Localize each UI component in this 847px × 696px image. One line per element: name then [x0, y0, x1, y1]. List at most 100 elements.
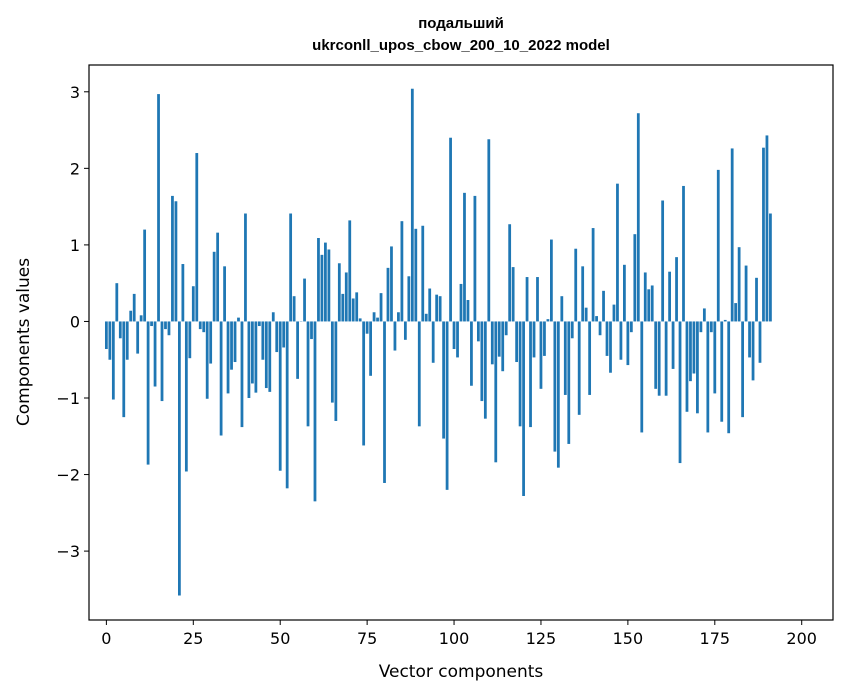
bar-66 [334, 321, 338, 421]
bar-13 [150, 321, 153, 327]
bar-136 [577, 321, 581, 415]
bar-169 [692, 321, 696, 374]
bar-189 [762, 147, 765, 322]
bar-146 [612, 304, 616, 322]
x-axis-ticks: 0 25 50 75 100 125 150 175 200 [101, 620, 817, 648]
bar-38 [237, 317, 240, 322]
bar-181 [734, 303, 738, 322]
bar-162 [668, 271, 671, 322]
bar-17 [164, 321, 167, 330]
bar-59 [310, 321, 313, 340]
bar-18 [167, 321, 171, 336]
bar-53 [289, 213, 293, 322]
bar-171 [699, 321, 703, 333]
bar-92 [424, 313, 428, 322]
bar-82 [390, 246, 393, 322]
bar-175 [713, 321, 717, 394]
bar-176 [716, 169, 720, 322]
bar-103 [463, 192, 466, 322]
bar-12 [146, 321, 150, 465]
bar-166 [682, 185, 685, 322]
y-tick-label: 3 [70, 83, 80, 102]
bar-170 [696, 321, 699, 414]
x-tick-label: 100 [439, 629, 470, 648]
bar-73 [358, 318, 362, 322]
bar-22 [181, 264, 185, 322]
bar-138 [584, 307, 588, 322]
bar-14 [153, 321, 157, 387]
bar-91 [421, 225, 425, 322]
bar-155 [643, 272, 647, 322]
chart-title-line-2: ukrconll_upos_cbow_200_10_2022 model [312, 37, 610, 54]
bar-148 [619, 321, 623, 360]
bar-183 [741, 321, 744, 418]
bar-6 [125, 321, 129, 360]
bar-24 [188, 321, 192, 359]
bar-122 [529, 321, 532, 428]
bar-40 [244, 213, 247, 322]
bar-119 [518, 321, 522, 427]
bar-123 [532, 321, 536, 358]
bar-4 [118, 321, 122, 339]
bar-70 [348, 220, 352, 322]
bar-165 [678, 321, 682, 464]
bar-37 [233, 321, 237, 363]
bar-61 [317, 238, 320, 322]
bar-172 [702, 308, 706, 322]
bar-32 [216, 232, 220, 322]
bar-177 [720, 321, 724, 422]
y-tick-label: 0 [70, 312, 80, 331]
bar-125 [539, 321, 543, 389]
bar-51 [282, 321, 286, 348]
bar-69 [344, 272, 348, 322]
bar-21 [178, 321, 181, 596]
bar-109 [483, 321, 487, 419]
bar-116 [508, 224, 512, 322]
bar-67 [337, 263, 341, 322]
bar-36 [230, 321, 233, 370]
bar-153 [636, 113, 640, 322]
bar-178 [723, 319, 727, 322]
bar-186 [751, 321, 755, 381]
bar-30 [209, 321, 213, 364]
bar-159 [657, 321, 661, 396]
bar-31 [212, 251, 216, 322]
bar-168 [689, 321, 692, 382]
bar-101 [456, 321, 459, 358]
bar-29 [205, 321, 209, 399]
bar-88 [410, 88, 414, 322]
bar-102 [459, 283, 463, 322]
bar-105 [470, 321, 473, 386]
bar-131 [560, 296, 564, 322]
bar-115 [504, 321, 508, 336]
bar-68 [341, 293, 345, 322]
bar-44 [257, 321, 261, 327]
bar-150 [626, 321, 630, 366]
chart-title-line-1: подальший [418, 15, 504, 32]
x-tick-label: 150 [613, 629, 644, 648]
bar-41 [247, 321, 251, 398]
bar-54 [292, 296, 296, 322]
bar-19 [171, 195, 174, 322]
bar-1 [108, 321, 112, 360]
bar-144 [605, 321, 609, 356]
x-axis-label: Vector components [379, 662, 544, 682]
bar-42 [251, 321, 254, 384]
bar-185 [748, 321, 751, 358]
bar-75 [365, 321, 369, 334]
bar-130 [556, 321, 560, 468]
bar-83 [393, 321, 397, 351]
bar-23 [184, 321, 188, 472]
bar-11 [143, 229, 147, 322]
bar-49 [275, 321, 279, 353]
bar-25 [191, 286, 195, 322]
bar-78 [376, 317, 379, 322]
bar-127 [546, 319, 550, 322]
bar-108 [480, 321, 484, 402]
bar-57 [303, 278, 306, 322]
bar-100 [452, 321, 456, 350]
bar-20 [174, 201, 178, 322]
bar-145 [609, 321, 612, 373]
bar-167 [685, 321, 689, 412]
